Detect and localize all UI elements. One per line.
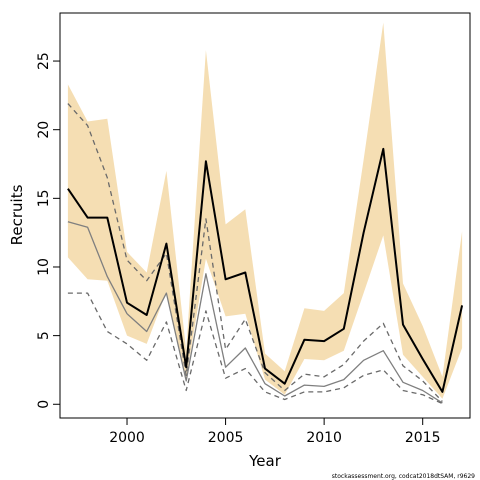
x-tick-label: 2010: [306, 430, 342, 446]
x-tick-label: 2015: [405, 430, 441, 446]
y-tick-label: 10: [36, 258, 52, 276]
y-tick-label: 20: [36, 121, 52, 139]
series-line-1: [67, 147, 464, 393]
series-lines-layer: [67, 103, 464, 405]
series-line-4: [67, 292, 443, 405]
y-axis: 0 5 10 15 20 25: [36, 52, 60, 409]
x-tick-label: 2000: [109, 430, 145, 446]
series-line-3: [67, 103, 443, 402]
footer-credit: stockassessment.org, codcat2018dtSAM, r9…: [332, 473, 475, 480]
confidence-band-layer: [67, 22, 463, 399]
y-tick-label: 25: [36, 52, 52, 70]
plot-frame: [59, 12, 471, 419]
x-axis-title: Year: [248, 452, 282, 470]
confidence-band: [67, 22, 463, 399]
x-tick-label: 2005: [208, 430, 244, 446]
y-axis-title: Recruits: [8, 184, 26, 245]
y-tick-label: 5: [36, 331, 52, 340]
y-tick-label: 0: [36, 400, 52, 409]
x-axis: 2000 2005 2010 2015: [109, 418, 441, 446]
y-tick-label: 15: [36, 189, 52, 207]
series-line-2: [67, 221, 443, 404]
